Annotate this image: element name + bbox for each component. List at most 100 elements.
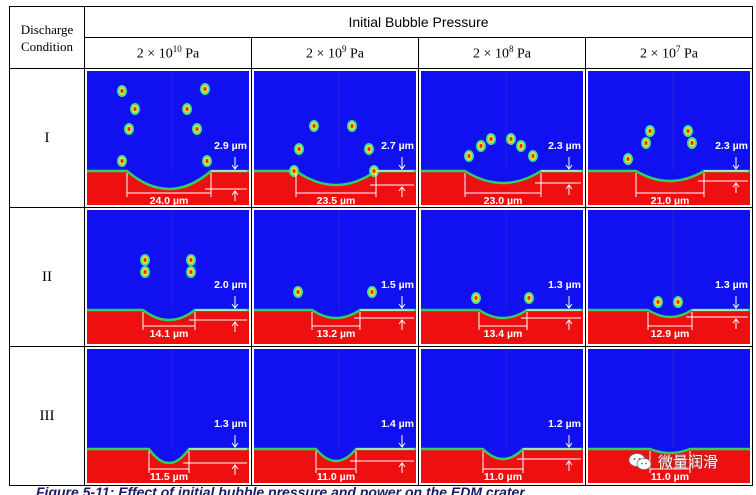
droplet — [372, 169, 376, 173]
sim-cell: 21.0 µm 2.3 µm — [585, 68, 753, 208]
droplet — [474, 296, 478, 300]
crater-width-label: 13.2 µm — [317, 328, 356, 340]
crater-width-label: 13.4 µm — [484, 328, 523, 340]
depth-dimension-line — [398, 462, 406, 473]
depth-dimension-line — [398, 319, 406, 330]
workpiece-region — [87, 449, 249, 483]
crater-width-label: 23.5 µm — [317, 195, 356, 205]
simulation-image: 21.0 µm 2.3 µm — [588, 71, 750, 205]
interface-line — [254, 308, 416, 320]
discharge-condition-header: Discharge Condition — [9, 6, 85, 69]
droplet — [370, 290, 374, 294]
crater-depth-label: 1.3 µm — [715, 279, 748, 291]
depth-dimension-line — [231, 435, 239, 448]
depth-dimension-line — [398, 157, 406, 170]
crater-depth-label: 1.2 µm — [548, 418, 581, 430]
simulation-image: 14.1 µm 2.0 µm — [87, 210, 249, 344]
depth-dimension-line — [231, 190, 239, 201]
interface-line — [588, 308, 750, 319]
row-label-I: I — [9, 68, 85, 208]
droplet — [195, 127, 199, 131]
depth-dimension-line — [565, 157, 573, 170]
depth-dimension-line — [732, 296, 740, 309]
depth-dimension-line — [565, 460, 573, 471]
sim-cell: 11.5 µm 1.3 µm — [84, 346, 252, 486]
pressure-header-1: 2 × 1010 Pa — [84, 37, 252, 69]
droplet — [297, 147, 301, 151]
sim-cell: 12.9 µm 1.3 µm — [585, 207, 753, 347]
droplet — [509, 137, 513, 141]
crater-depth-label: 2.3 µm — [715, 140, 748, 152]
sim-cell: 11.0 µm — [585, 346, 753, 486]
sim-cell: 13.4 µm 1.3 µm — [418, 207, 586, 347]
sim-cell: 11.0 µm 1.2 µm — [418, 346, 586, 486]
simulation-image: 11.0 µm 1.2 µm — [421, 349, 583, 483]
crater-depth-label: 1.3 µm — [548, 279, 581, 291]
interface-line — [421, 169, 583, 185]
droplet — [676, 300, 680, 304]
interface-line — [87, 308, 249, 322]
crater-depth-label: 2.7 µm — [381, 140, 414, 152]
crater-depth-label: 1.5 µm — [381, 279, 414, 291]
simulation-image: 23.0 µm 2.3 µm — [421, 71, 583, 205]
row-label-III: III — [9, 346, 85, 486]
crater-width-label: 24.0 µm — [150, 195, 189, 205]
crater-depth-label: 2.3 µm — [548, 140, 581, 152]
workpiece-region — [254, 449, 416, 483]
droplet — [205, 159, 209, 163]
droplet — [686, 129, 690, 133]
depth-dimension-line — [231, 464, 239, 475]
crater-width-label: 21.0 µm — [651, 195, 690, 205]
droplet — [531, 154, 535, 158]
sim-cell: 14.1 µm 2.0 µm — [84, 207, 252, 347]
corner-line-1: Discharge — [20, 21, 74, 37]
droplet — [367, 147, 371, 151]
depth-dimension-line — [565, 319, 573, 330]
droplet — [626, 157, 630, 161]
depth-dimension-line — [231, 296, 239, 309]
depth-dimension-line — [565, 184, 573, 195]
corner-line-2: Condition — [20, 38, 73, 54]
simulation-image: 13.4 µm 1.3 µm — [421, 210, 583, 344]
workpiece-region — [421, 171, 583, 205]
droplet — [648, 129, 652, 133]
depth-dimension-line — [565, 296, 573, 309]
droplet — [644, 141, 648, 145]
droplet — [143, 258, 147, 262]
depth-dimension-line — [398, 435, 406, 448]
crater-width-label: 11.0 µm — [651, 471, 689, 483]
pressure-header-2: 2 × 109 Pa — [251, 37, 419, 69]
watermark: 微量润滑 — [628, 451, 718, 472]
crater-width-label: 12.9 µm — [651, 328, 690, 340]
droplet — [133, 107, 137, 111]
interface-line — [254, 447, 416, 463]
crater-width-label: 11.0 µm — [484, 471, 522, 483]
initial-bubble-pressure-header: Initial Bubble Pressure — [84, 6, 753, 38]
droplet — [489, 137, 493, 141]
simulation-image: 23.5 µm 2.7 µm — [254, 71, 416, 205]
droplet — [143, 270, 147, 274]
crater-width-label: 11.0 µm — [317, 471, 355, 483]
sim-cell: 24.0 µm 2.9 µm — [84, 68, 252, 208]
depth-dimension-line — [565, 435, 573, 448]
simulation-image: 11.0 µm 1.4 µm — [254, 349, 416, 483]
crater-depth-label: 1.3 µm — [214, 418, 247, 430]
depth-dimension-line — [398, 186, 406, 197]
simulation-image: 24.0 µm 2.9 µm — [87, 71, 249, 205]
droplet — [296, 290, 300, 294]
workpiece-region — [588, 171, 750, 205]
workpiece-region — [87, 310, 249, 344]
simulation-image: 13.2 µm 1.5 µm — [254, 210, 416, 344]
crater-width-label: 11.5 µm — [150, 471, 188, 483]
crater-width-label: 14.1 µm — [150, 328, 189, 340]
droplet — [312, 124, 316, 128]
workpiece-region — [588, 310, 750, 344]
interface-line — [87, 169, 249, 191]
depth-dimension-line — [398, 296, 406, 309]
droplet — [120, 89, 124, 93]
interface-line — [421, 447, 583, 461]
depth-dimension-line — [231, 157, 239, 170]
depth-dimension-line — [231, 321, 239, 332]
droplet — [120, 159, 124, 163]
droplet — [189, 258, 193, 262]
